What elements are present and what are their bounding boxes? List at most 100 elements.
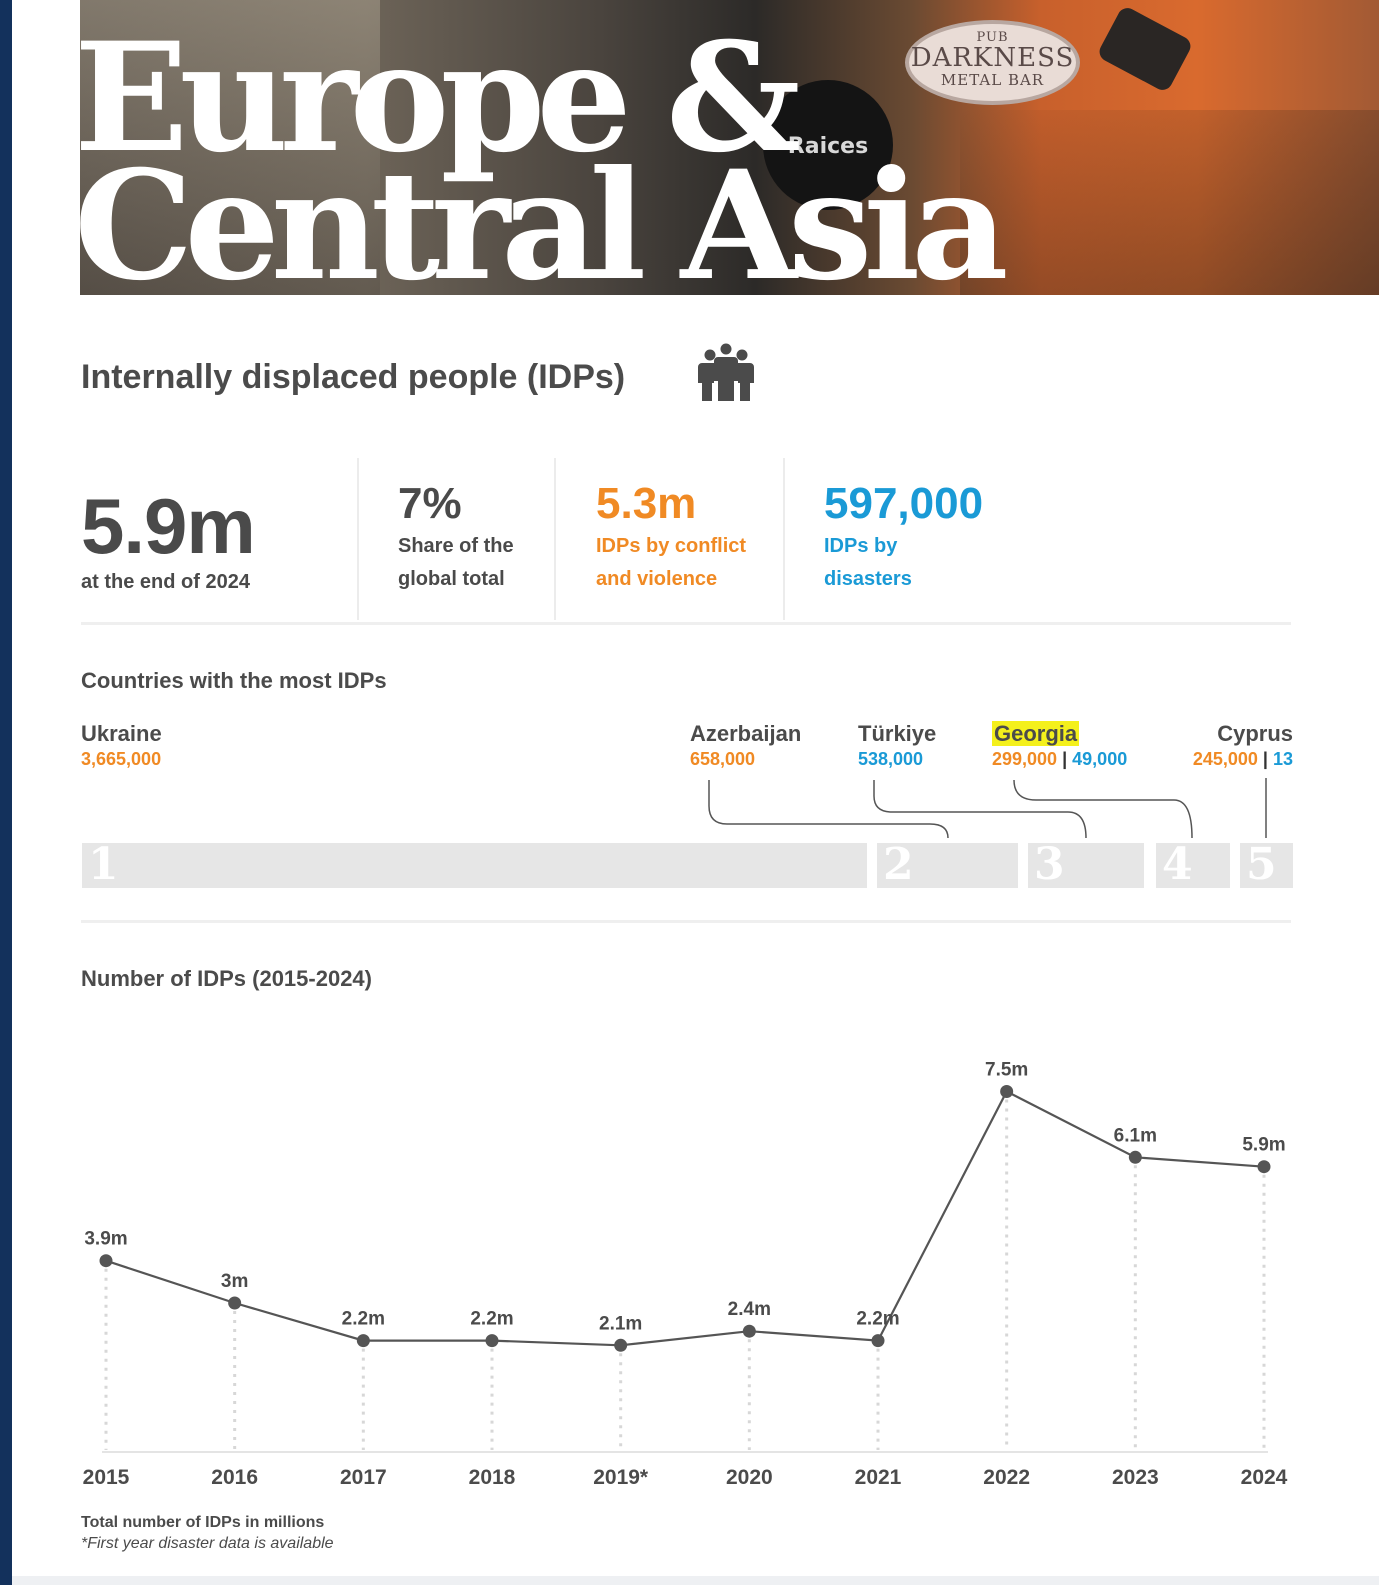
connector-turkiye [873,780,1087,839]
data-point [871,1334,885,1348]
stat-divider [554,458,556,620]
stat-share-value: 7% [398,479,462,528]
country-disaster-value: 538,000 [858,749,924,769]
stat-divider [783,458,785,620]
data-label: 2.1m [599,1313,642,1334]
stat-disaster-label-2: disasters [824,568,912,590]
country-name: Georgia [992,721,1080,746]
data-label: 3m [221,1271,248,1292]
hero-photo-shade [80,0,380,295]
x-tick-label: 2022 [983,1466,1030,1489]
x-tick-label: 2017 [340,1466,387,1489]
data-point [356,1334,370,1348]
country-conflict-value: 299,000 [992,749,1058,769]
stat-conflict: 5.3m IDPs by conflict and violence [596,458,746,620]
stat-conflict-value: 5.3m [596,479,697,528]
rank-bar-3: 3 [1028,843,1144,888]
rank-bar-4: 4 [1156,843,1230,888]
data-label: 2.2m [342,1309,385,1330]
connector-azerbaijan [708,780,949,839]
hero-oval-sign: PUB DARKNESS METAL BAR [905,20,1080,105]
hero-round-sign: Raices [763,80,893,210]
section-divider [81,622,1291,625]
rank-bar-1: 1 [82,843,867,888]
idp-heading: Internally displaced people (IDPs) [81,358,626,396]
countries-title: Countries with the most IDPs [81,668,387,693]
region-title-line-1: Europe & [80,10,801,186]
region-title: Europe & Central Asia [80,10,1009,295]
data-point [614,1338,628,1352]
data-label: 3.9m [84,1229,127,1250]
rank-bar-label: 2 [883,843,914,888]
rank-bar-label: 3 [1034,843,1065,888]
country-azerbaijan: Azerbaijan 658,000 [690,721,801,771]
data-point [742,1324,756,1338]
country-georgia: Georgia 299,000 | 49,000 [992,721,1127,771]
country-name: Türkiye [858,721,937,746]
bottom-rule [12,1576,1379,1585]
data-label: 6.1m [1114,1125,1157,1146]
data-point [1128,1150,1142,1164]
idp-line-chart: 3.9m 2015 3m 2016 2.2m 2017 2.2m 2018 2.1m 2019* 2… [83,1060,1288,1489]
left-accent-rule [0,0,12,1585]
rank-bar-2: 2 [877,843,1018,888]
rank-bar-label: 5 [1246,843,1277,888]
hero-round-sign-text: Raices [787,134,869,159]
stat-share: 7% Share of the global total [398,458,514,620]
country-disaster-value: 49,000 [1072,749,1128,769]
x-tick-label: 2024 [1241,1466,1288,1489]
stat-conflict-label-1: IDPs by conflict [596,535,747,557]
country-name: Cyprus [1217,721,1293,746]
data-label: 2.2m [856,1309,899,1330]
chart-title: Number of IDPs (2015-2024) [81,966,372,991]
stat-disaster-value: 597,000 [824,479,984,528]
rank-bar-label: 4 [1162,843,1193,888]
country-ukraine: Ukraine 3,665,000 [81,721,162,771]
rank-bar-label: 1 [88,843,119,888]
region-title-line-2: Central Asia [80,138,1009,295]
stat-total: 5.9m at the end of 2024 [81,458,256,620]
data-label: 2.4m [728,1299,771,1320]
value-separator: | [1062,749,1068,769]
data-point [485,1334,499,1348]
data-label: 7.5m [985,1060,1028,1081]
stat-divider [357,458,359,620]
stat-total-value: 5.9m [81,482,256,570]
hero-photo-board [960,110,1379,295]
data-label: 2.2m [470,1309,513,1330]
x-tick-label: 2019* [593,1466,649,1489]
country-conflict-value: 658,000 [690,749,756,769]
data-point [99,1254,113,1268]
stat-share-label-2: global total [398,568,505,590]
data-point [1000,1085,1014,1098]
stat-conflict-label-2: and violence [596,568,718,590]
country-conflict-value: 245,000 [1192,749,1258,769]
stat-total-label: at the end of 2024 [81,571,250,593]
stat-share-label-1: Share of the [398,535,514,557]
section-divider [81,920,1291,923]
country-name: Azerbaijan [690,721,802,746]
data-point [228,1296,242,1310]
people-group-icon [698,343,754,401]
hero-banner: Raices PUB DARKNESS METAL BAR Europe & C… [80,0,1379,295]
value-separator: | [1262,749,1268,769]
hero-oval-sign-top: PUB [976,30,1009,45]
x-tick-label: 2018 [469,1466,516,1489]
rank-bar-5: 5 [1240,843,1293,888]
data-point [1257,1160,1271,1174]
country-disaster-value: 13 [1272,749,1293,769]
x-tick-label: 2021 [855,1466,902,1489]
country-turkiye: Türkiye 538,000 [858,721,936,771]
stat-disaster-label-1: IDPs by [824,535,898,557]
data-label: 5.9m [1242,1135,1285,1156]
country-connectors [708,778,1267,839]
connector-georgia [1013,779,1193,839]
asterisk-footnote: *First year disaster data is available [81,1535,334,1552]
country-name: Ukraine [81,721,162,746]
x-tick-label: 2023 [1112,1466,1159,1489]
x-tick-label: 2016 [211,1466,258,1489]
country-conflict-value: 3,665,000 [81,749,162,769]
hero-oval-sign-bottom: METAL BAR [940,71,1045,89]
x-tick-label: 2015 [83,1466,130,1489]
x-tick-label: 2020 [726,1466,773,1489]
